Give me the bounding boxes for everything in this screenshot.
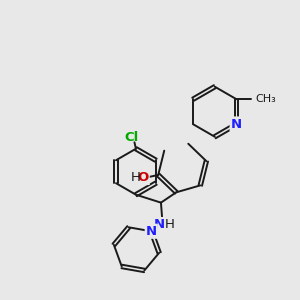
Text: O: O: [138, 171, 149, 184]
Text: N: N: [231, 118, 242, 131]
Text: H: H: [165, 218, 175, 231]
Text: N: N: [146, 225, 157, 238]
Text: Cl: Cl: [124, 131, 139, 144]
Text: N: N: [153, 218, 164, 231]
Text: H: H: [130, 171, 140, 184]
Text: CH₃: CH₃: [256, 94, 276, 104]
